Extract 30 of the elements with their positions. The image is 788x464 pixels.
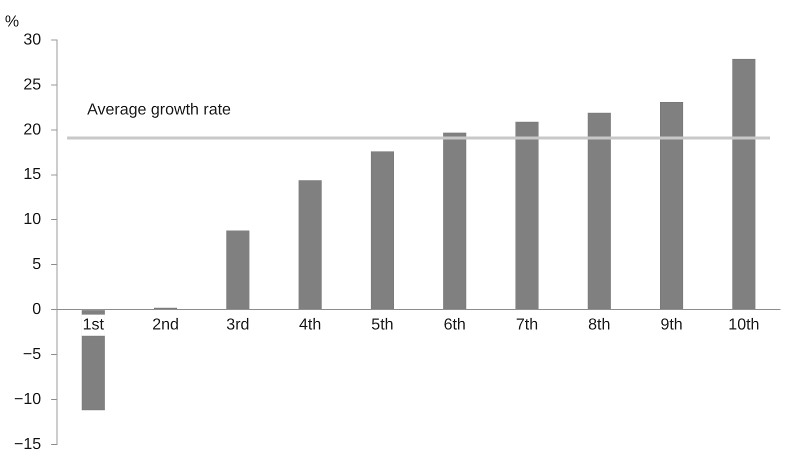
bar xyxy=(298,180,322,310)
y-tick-label: −15 xyxy=(14,436,42,453)
y-tick-label: 25 xyxy=(23,76,42,94)
x-tick-label: 5th xyxy=(371,316,394,334)
ref-line-label: Average growth rate xyxy=(87,101,232,118)
x-tick-label: 10th xyxy=(728,316,760,334)
y-tick-label: −5 xyxy=(22,346,42,363)
y-tick-label: 0 xyxy=(32,301,42,318)
bar xyxy=(370,151,394,310)
y-tick-label: 10 xyxy=(23,211,42,228)
x-tick-label: 1st xyxy=(82,316,105,334)
bar xyxy=(515,122,539,310)
bar xyxy=(732,58,756,310)
x-tick-label: 4th xyxy=(299,316,322,334)
x-tick-label: 8th xyxy=(588,316,610,334)
x-tick-label: 2nd xyxy=(152,316,179,334)
x-tick-label: 6th xyxy=(444,316,466,334)
bar xyxy=(660,102,684,310)
bar xyxy=(226,230,250,310)
y-axis-title: % xyxy=(4,13,20,30)
bar xyxy=(443,132,466,310)
x-tick-label: 3rd xyxy=(226,316,250,334)
y-tick-label: 20 xyxy=(23,121,42,138)
y-tick-label: 15 xyxy=(23,166,42,184)
bar xyxy=(588,112,611,310)
y-tick-label: −10 xyxy=(14,390,42,408)
x-tick-label: 7th xyxy=(516,316,538,334)
y-tick-label: 5 xyxy=(32,256,42,274)
x-tick-label: 9th xyxy=(660,316,683,334)
y-tick-label: 30 xyxy=(23,31,42,48)
